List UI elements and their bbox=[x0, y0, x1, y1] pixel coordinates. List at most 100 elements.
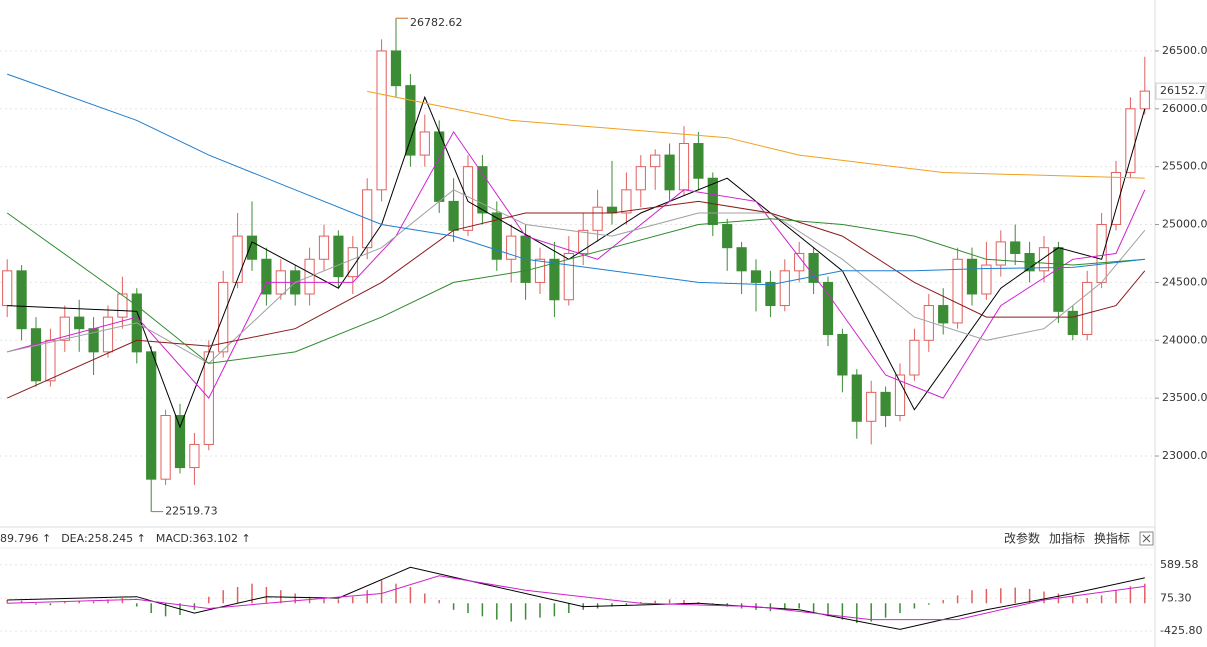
candle-body bbox=[794, 252, 805, 272]
candle-body bbox=[16, 270, 27, 330]
candle-body bbox=[390, 50, 402, 87]
candle-body bbox=[146, 351, 157, 480]
y-tick-label: 24000.0 bbox=[1162, 333, 1207, 346]
candle-body bbox=[621, 189, 632, 214]
candle-body bbox=[678, 143, 690, 191]
last-price-box bbox=[1155, 82, 1207, 100]
candle-body bbox=[750, 270, 762, 283]
candle-body bbox=[59, 316, 70, 341]
candle-body bbox=[261, 258, 272, 295]
candle-body bbox=[1125, 108, 1136, 173]
candle-body bbox=[448, 200, 459, 231]
candle-body bbox=[938, 305, 949, 324]
y-tick-label: 25500.0 bbox=[1162, 160, 1207, 173]
y-tick-label: 589.58 bbox=[1160, 558, 1199, 571]
indicator-line bbox=[7, 73, 1145, 286]
candle-body bbox=[1053, 247, 1064, 312]
candle-body bbox=[174, 415, 186, 469]
candle-body bbox=[376, 50, 387, 191]
y-tick-label: 25000.0 bbox=[1162, 218, 1207, 231]
candle-body bbox=[491, 212, 502, 260]
high-annotation: 26782.62 bbox=[410, 16, 463, 29]
candle-body bbox=[722, 224, 733, 249]
button[interactable]: 改参数 bbox=[1004, 531, 1040, 546]
candle-body bbox=[534, 258, 546, 283]
candle-body bbox=[592, 206, 603, 231]
candle-body bbox=[434, 131, 445, 202]
candle-body bbox=[909, 339, 920, 376]
candle-body bbox=[894, 374, 906, 417]
candle-body bbox=[2, 270, 13, 307]
indicator-line bbox=[7, 130, 1146, 399]
indicator-label: DEA:258.245 ↑ bbox=[61, 532, 146, 545]
candle-body bbox=[189, 443, 200, 469]
candle-body bbox=[693, 143, 704, 179]
indicator-line bbox=[6, 200, 1146, 399]
button[interactable]: 换指标 bbox=[1094, 531, 1130, 546]
candle-body bbox=[102, 316, 114, 353]
indicator-line bbox=[367, 90, 1145, 179]
candle-body bbox=[736, 247, 747, 272]
candle-body bbox=[981, 264, 992, 295]
y-tick-label: 26000.0 bbox=[1162, 102, 1207, 115]
candle-body bbox=[664, 154, 675, 191]
candle-body bbox=[160, 415, 171, 480]
candle-body bbox=[880, 391, 891, 417]
candle-body bbox=[30, 328, 42, 382]
candle-body bbox=[822, 281, 834, 335]
candle-body bbox=[232, 235, 243, 283]
candle-body bbox=[246, 235, 258, 260]
y-tick-label: 24500.0 bbox=[1162, 275, 1207, 288]
indicator-line bbox=[7, 566, 1145, 630]
candle-body bbox=[1010, 241, 1021, 254]
indicator-line bbox=[7, 95, 1146, 429]
candle-body bbox=[347, 247, 358, 278]
candle-body bbox=[866, 391, 877, 422]
close-button[interactable] bbox=[1139, 531, 1154, 546]
candle-body bbox=[506, 235, 517, 260]
candle-body bbox=[405, 85, 416, 156]
indicator-line bbox=[7, 189, 1146, 365]
candle-body bbox=[333, 235, 344, 278]
candle-body bbox=[952, 258, 963, 324]
candle-body bbox=[74, 316, 85, 330]
candle-body bbox=[1067, 310, 1078, 335]
last-price-label: 26152.7 bbox=[1160, 84, 1206, 97]
candle-body bbox=[549, 258, 560, 301]
candle-body bbox=[1038, 247, 1050, 272]
candle-body bbox=[1082, 281, 1093, 335]
candle-body bbox=[318, 235, 330, 260]
indicator-line bbox=[6, 212, 1145, 364]
candle-body bbox=[837, 333, 848, 376]
low-annotation: 22519.73 bbox=[165, 505, 218, 518]
candle-body bbox=[477, 166, 488, 214]
candle-body bbox=[851, 374, 862, 422]
candle-body bbox=[966, 258, 978, 295]
candle-body bbox=[995, 241, 1006, 266]
candle-body bbox=[1139, 90, 1150, 110]
candle-body bbox=[1110, 171, 1122, 226]
button[interactable]: 加指标 bbox=[1049, 531, 1085, 546]
candle-body bbox=[578, 229, 589, 254]
candle-body bbox=[635, 166, 646, 191]
candle-body bbox=[707, 177, 718, 226]
candle-body bbox=[419, 131, 430, 156]
candle-body bbox=[117, 293, 128, 318]
indicator-label: 89.796 ↑ bbox=[0, 532, 51, 545]
y-tick-label: 26500.0 bbox=[1162, 44, 1207, 57]
indicator-line bbox=[7, 575, 1145, 621]
candle-body bbox=[779, 270, 790, 307]
candle-body bbox=[45, 339, 56, 382]
candle-body bbox=[765, 281, 776, 307]
indicator-label: MACD:363.102 ↑ bbox=[156, 532, 251, 545]
y-tick-label: 23000.0 bbox=[1162, 449, 1207, 462]
y-tick-label: -425.80 bbox=[1160, 624, 1202, 637]
y-tick-label: 75.30 bbox=[1160, 591, 1192, 604]
y-tick-label: 23500.0 bbox=[1162, 391, 1207, 404]
candle-body bbox=[1096, 224, 1107, 283]
candle-body bbox=[650, 154, 661, 168]
candle-body bbox=[563, 252, 574, 301]
candle-body bbox=[808, 252, 819, 283]
